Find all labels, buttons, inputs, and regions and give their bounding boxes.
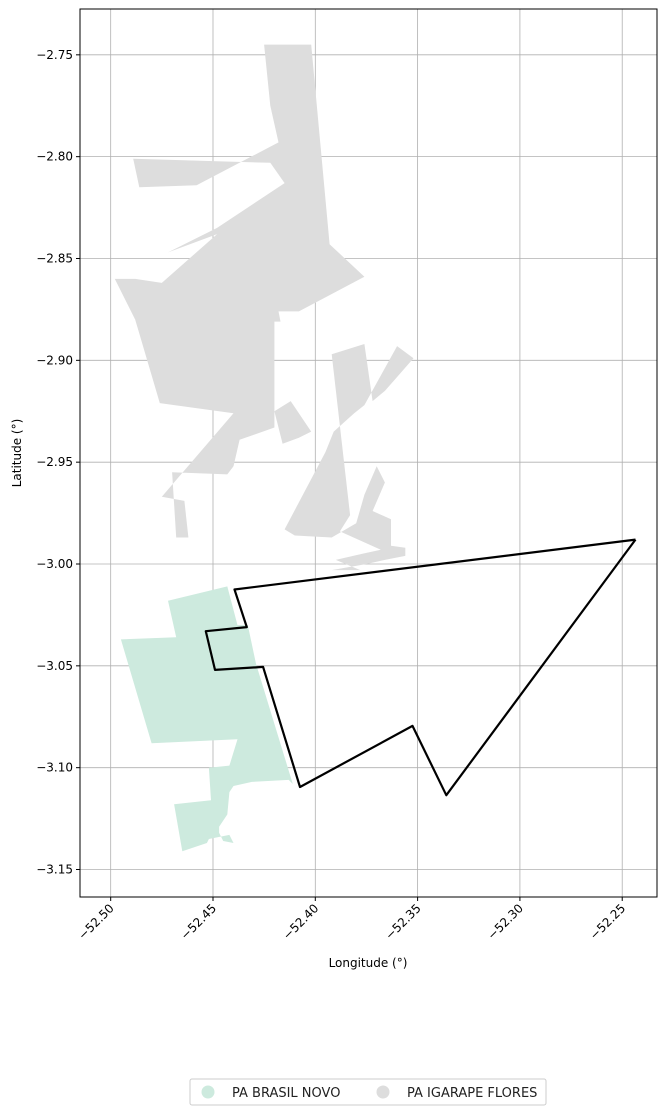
y-tick-label-3: −2.90 [36, 353, 73, 367]
y-tick-label-0: −2.75 [36, 48, 73, 62]
grid [80, 9, 657, 897]
y-axis-label: Latitude (°) [10, 419, 24, 488]
region-brasil-novo-0 [120, 586, 293, 852]
x-axis-label: Longitude (°) [329, 956, 408, 970]
y-tick-label-6: −3.05 [36, 659, 73, 673]
legend-marker-brasil-novo [201, 1085, 215, 1099]
y-tick-label-4: −2.95 [36, 455, 73, 469]
region-igarape-flores-1 [274, 401, 312, 444]
y-tick-label-7: −3.10 [36, 761, 73, 775]
x-tick-label-2: −52.40 [280, 901, 321, 942]
x-tick-label-4: −52.30 [485, 901, 526, 942]
x-tick-label-3: −52.35 [382, 901, 423, 942]
boundary-outline [204, 538, 637, 797]
x-tick-label-0: −52.50 [76, 901, 117, 942]
legend-frame [189, 1078, 547, 1106]
legend: PA BRASIL NOVO PA IGARAPE FLORES [189, 1078, 547, 1106]
legend-marker-igarape-flores [376, 1085, 390, 1099]
y-tick-label-5: −3.00 [36, 557, 73, 571]
legend-label-brasil-novo: PA BRASIL NOVO [232, 1086, 340, 1101]
y-tick-label-2: −2.85 [36, 251, 73, 265]
y-tick-label-1: −2.80 [36, 150, 73, 164]
region-polygons [114, 44, 414, 852]
plot-frame [79, 8, 658, 898]
x-tick-label-1: −52.45 [178, 901, 219, 942]
outline-layer [204, 538, 637, 797]
legend-label-igarape-flores: PA IGARAPE FLORES [407, 1086, 537, 1101]
y-tick-label-8: −3.15 [36, 863, 73, 877]
region-igarape-flores-2 [284, 344, 414, 571]
region-igarape-flores-0 [114, 44, 365, 538]
x-tick-label-5: −52.25 [587, 901, 628, 942]
